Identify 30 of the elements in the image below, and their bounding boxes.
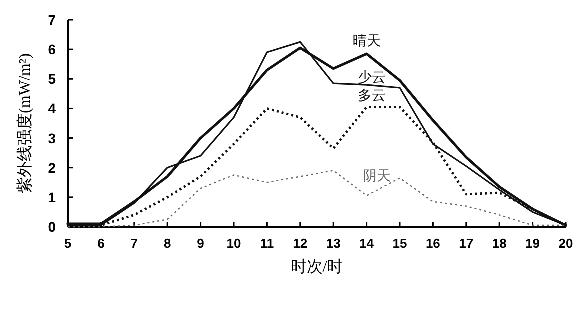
x-tick-label: 17	[459, 236, 474, 251]
x-tick-label: 7	[130, 236, 138, 251]
x-tick-label: 19	[526, 236, 540, 251]
x-tick-label: 12	[293, 236, 308, 251]
y-axis-title: 紫外线强度(mW/m²)	[16, 54, 34, 194]
x-tick-label: 18	[492, 236, 507, 251]
y-tick-label: 7	[48, 12, 56, 28]
x-axis-title: 时次/时	[290, 258, 344, 276]
series-label: 阴天	[362, 169, 391, 184]
y-tick-label: 2	[48, 160, 56, 176]
y-tick-label: 4	[48, 100, 56, 117]
y-tick-label: 1	[48, 189, 56, 206]
y-tick-label: 0	[48, 219, 56, 235]
x-tick-label: 15	[392, 236, 408, 251]
series-label: 多云	[358, 88, 386, 104]
x-tick-label: 11	[260, 236, 274, 251]
y-tick-label: 3	[48, 130, 56, 146]
series-label: 晴天	[352, 34, 381, 50]
x-tick-label: 6	[98, 236, 105, 251]
y-tick-label: 5	[48, 71, 56, 88]
x-tick-label: 20	[558, 236, 574, 251]
x-tick-label: 8	[164, 236, 172, 251]
x-tick-label: 16	[426, 236, 440, 251]
x-tick-label: 9	[197, 236, 204, 251]
x-tick-label: 5	[64, 236, 72, 251]
x-tick-label: 10	[226, 236, 242, 251]
series-label: 少云	[358, 70, 386, 86]
x-tick-label: 13	[326, 236, 341, 251]
x-tick-label: 14	[360, 236, 375, 251]
y-tick-label: 6	[48, 42, 56, 58]
